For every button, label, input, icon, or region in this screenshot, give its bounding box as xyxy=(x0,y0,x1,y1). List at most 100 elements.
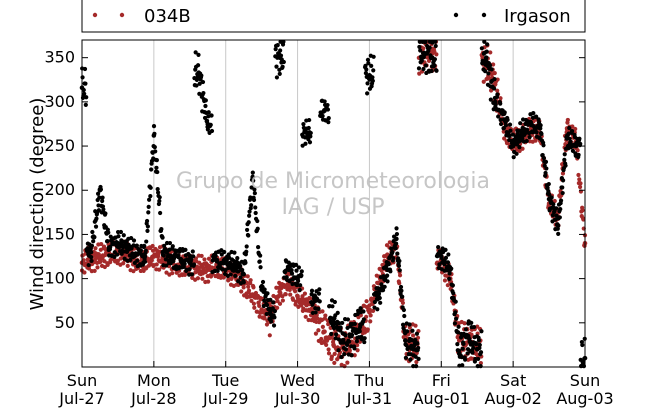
data-point xyxy=(505,117,510,123)
data-point xyxy=(389,246,394,251)
y-tick-label: 250 xyxy=(44,136,75,155)
data-point xyxy=(250,174,255,180)
y-tick-label: 100 xyxy=(44,269,75,288)
data-point xyxy=(265,291,270,296)
data-point xyxy=(303,314,308,319)
data-point xyxy=(277,71,282,76)
data-point xyxy=(281,59,286,65)
data-point xyxy=(576,152,581,158)
data-point xyxy=(478,350,484,355)
x-tick-date: Jul-27 xyxy=(58,389,104,408)
data-point xyxy=(280,298,285,303)
data-point xyxy=(81,258,86,263)
data-point xyxy=(193,50,198,55)
data-point xyxy=(421,66,426,72)
data-point xyxy=(403,355,409,360)
data-point xyxy=(332,351,337,356)
data-point xyxy=(413,323,418,328)
data-point xyxy=(453,299,458,304)
data-point xyxy=(372,299,377,305)
data-point xyxy=(358,306,363,311)
data-point xyxy=(143,248,148,253)
data-point xyxy=(375,307,380,312)
x-tick-day: Mon xyxy=(137,371,171,390)
data-point xyxy=(498,117,503,123)
data-point xyxy=(233,273,238,278)
plot-frame xyxy=(81,39,586,368)
data-point xyxy=(493,102,498,107)
data-point xyxy=(515,128,520,133)
data-point xyxy=(443,247,448,253)
data-point xyxy=(483,55,489,60)
data-point xyxy=(307,140,313,145)
data-point xyxy=(418,48,423,53)
data-point xyxy=(408,357,413,362)
data-point xyxy=(197,81,202,86)
data-point xyxy=(162,243,167,248)
data-point xyxy=(88,249,94,255)
data-point xyxy=(429,68,434,74)
data-point xyxy=(371,54,376,59)
data-point xyxy=(293,262,299,267)
data-point xyxy=(155,169,160,175)
y-tick-label: 50 xyxy=(55,313,75,332)
data-point xyxy=(149,258,154,263)
data-point xyxy=(463,357,468,362)
data-point xyxy=(319,336,324,342)
data-point xyxy=(397,268,402,273)
data-point xyxy=(106,230,111,235)
data-point xyxy=(385,273,390,278)
data-point xyxy=(478,364,483,369)
data-point xyxy=(333,336,338,341)
data-point xyxy=(267,333,272,338)
data-point xyxy=(471,324,477,330)
data-point xyxy=(338,325,343,330)
data-point xyxy=(362,339,367,345)
data-point xyxy=(316,291,322,296)
data-point xyxy=(187,267,192,272)
data-point xyxy=(396,263,402,268)
data-point xyxy=(556,231,561,236)
data-point xyxy=(349,353,354,358)
data-point xyxy=(244,244,249,249)
data-point xyxy=(89,254,94,260)
data-point xyxy=(317,299,322,304)
data-point xyxy=(121,261,126,266)
data-point xyxy=(525,127,530,132)
data-point xyxy=(247,209,252,214)
data-point xyxy=(246,288,252,293)
data-point xyxy=(167,240,173,246)
data-point xyxy=(226,252,231,257)
data-point xyxy=(365,81,370,86)
data-point xyxy=(361,317,366,322)
data-point xyxy=(563,163,568,168)
data-point xyxy=(145,228,150,233)
legend-frame xyxy=(81,0,586,33)
data-point xyxy=(489,67,494,72)
data-point xyxy=(203,98,208,103)
data-point xyxy=(343,347,348,352)
data-point xyxy=(271,300,276,305)
data-point xyxy=(527,135,532,140)
data-point xyxy=(461,341,466,347)
data-point xyxy=(274,75,279,80)
watermark: Grupo de Micrometeorologia IAG / USP xyxy=(176,169,490,220)
data-point xyxy=(560,190,565,196)
data-point xyxy=(297,287,302,293)
data-point xyxy=(306,125,311,131)
data-point xyxy=(268,297,273,302)
data-point xyxy=(487,63,493,68)
data-point xyxy=(326,116,331,121)
data-point xyxy=(308,130,313,136)
data-point xyxy=(517,148,522,154)
data-point xyxy=(265,302,270,308)
data-point xyxy=(361,309,366,314)
data-point xyxy=(82,66,88,72)
data-point xyxy=(255,226,260,231)
data-point xyxy=(223,268,228,273)
data-point xyxy=(478,360,483,366)
data-point xyxy=(299,269,304,274)
data-point xyxy=(578,184,583,190)
data-point xyxy=(539,131,544,136)
